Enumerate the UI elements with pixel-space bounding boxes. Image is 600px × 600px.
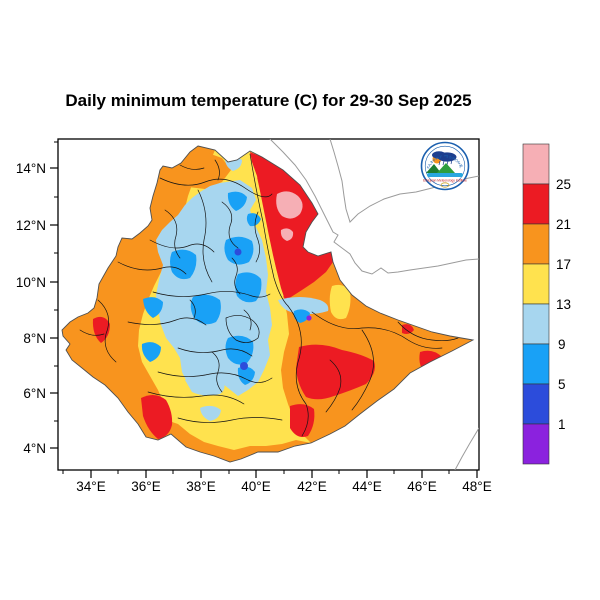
contour-royalblue-dot-1 bbox=[234, 248, 242, 256]
country-outline bbox=[61, 145, 475, 463]
legend-label: 9 bbox=[558, 337, 566, 352]
legend-swatch-yellow bbox=[522, 263, 550, 305]
logo-water-icon bbox=[427, 173, 463, 177]
legend-swatch-lightblue bbox=[522, 303, 550, 345]
legend-swatch-royalblue bbox=[522, 383, 550, 425]
legend-label: 17 bbox=[556, 257, 571, 272]
admin-boundaries bbox=[79, 153, 459, 437]
contour-blue-6 bbox=[237, 366, 255, 385]
x-axis-labels: 34°E 36°E 38°E 40°E 42°E 44°E 46°E 48°E bbox=[76, 479, 491, 494]
contour-blue-11 bbox=[246, 213, 261, 227]
logo-mountain-icon-2 bbox=[437, 163, 455, 173]
y-tick-label: 14°N bbox=[16, 161, 46, 176]
legend-swatch-blue bbox=[522, 343, 550, 385]
contour-blue-4 bbox=[190, 294, 221, 325]
legend-label: 5 bbox=[558, 377, 566, 392]
logo-caption: Ethiopian Meteorology Institute bbox=[423, 179, 467, 183]
contour-red-southwest bbox=[141, 394, 173, 439]
x-tick-label: 48°E bbox=[462, 479, 491, 494]
contour-lightblue-south1 bbox=[185, 376, 225, 396]
y-tick-label: 8°N bbox=[23, 331, 46, 346]
legend-label: 1 bbox=[558, 417, 566, 432]
contour-lightblue-south2 bbox=[200, 405, 221, 421]
contour-pink-danakil bbox=[276, 191, 303, 219]
legend-label: 21 bbox=[556, 217, 571, 232]
contour-blue-2 bbox=[235, 272, 262, 303]
contour-orange-north bbox=[168, 152, 231, 189]
contour-royalblue-dot-2 bbox=[240, 362, 248, 370]
contour-orange-south-band bbox=[146, 420, 311, 462]
y-axis-labels: 14°N 12°N 10°N 8°N 6°N 4°N bbox=[16, 161, 46, 456]
legend-swatch-red bbox=[522, 183, 550, 225]
y-tick-label: 12°N bbox=[16, 218, 46, 233]
logo-mountain-icon bbox=[426, 164, 441, 173]
contour-orange-east bbox=[281, 262, 473, 443]
logo-emblem-icon bbox=[440, 182, 450, 188]
coastline-eritrea-djibouti-somaliland bbox=[269, 139, 479, 275]
plot-title: Daily minimum temperature (C) for 29-30 … bbox=[65, 91, 472, 110]
y-tick-label: 10°N bbox=[16, 275, 46, 290]
contour-red-southeast-large bbox=[296, 344, 375, 400]
contour-blue-7 bbox=[227, 191, 247, 211]
x-tick-label: 34°E bbox=[76, 479, 105, 494]
contour-violet-dot bbox=[306, 315, 312, 321]
axis-ticks bbox=[50, 167, 478, 478]
contour-red-afar bbox=[250, 152, 333, 300]
contour-yellow-jijiga bbox=[329, 284, 351, 320]
legend-swatch-orange bbox=[522, 223, 550, 265]
x-tick-label: 46°E bbox=[407, 479, 436, 494]
contour-blue-3 bbox=[170, 249, 197, 280]
y-tick-label: 4°N bbox=[23, 441, 46, 456]
legend-swatch-violet bbox=[522, 423, 550, 465]
x-tick-label: 36°E bbox=[131, 479, 160, 494]
x-tick-label: 40°E bbox=[241, 479, 270, 494]
contour-pink-small bbox=[280, 228, 294, 241]
x-tick-label: 38°E bbox=[186, 479, 215, 494]
colorbar-legend: 25 21 17 13 9 5 1 bbox=[522, 143, 571, 465]
logo-cloud-icon-2 bbox=[432, 151, 446, 159]
logo-rain-icon bbox=[438, 159, 453, 166]
contour-red-east-small bbox=[402, 324, 414, 334]
legend-label: 25 bbox=[556, 177, 571, 192]
contour-blue-8 bbox=[293, 309, 310, 323]
contour-blue-10 bbox=[141, 342, 161, 362]
axis-minor-ticks bbox=[54, 141, 450, 474]
legend-swatch-pink bbox=[522, 143, 550, 185]
x-tick-label: 42°E bbox=[297, 479, 326, 494]
coastline-somalia bbox=[454, 427, 479, 470]
y-tick-label: 6°N bbox=[23, 386, 46, 401]
legend-label: 13 bbox=[556, 297, 571, 312]
contour-blue-9 bbox=[143, 297, 163, 318]
x-tick-label: 44°E bbox=[352, 479, 381, 494]
